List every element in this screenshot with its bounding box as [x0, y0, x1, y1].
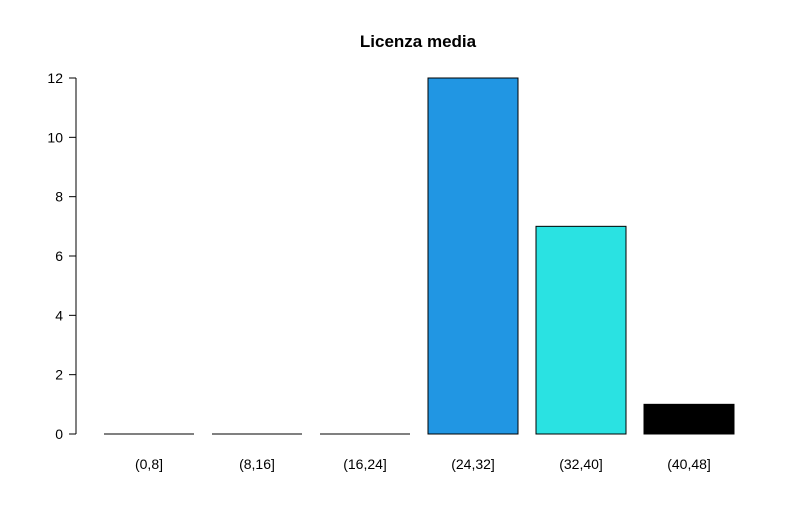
bar-5: [643, 403, 735, 435]
y-tick-label: 10: [47, 129, 63, 145]
x-tick-label: (40,48]: [667, 456, 711, 472]
x-tick-label: (0,8]: [135, 456, 163, 472]
bars-group: [104, 77, 735, 435]
y-axis: 0 2 4 6 8 10 12: [47, 70, 77, 442]
x-tick-label: (32,40]: [559, 456, 603, 472]
chart-title: Licenza media: [360, 32, 477, 51]
x-tick-label: (16,24]: [343, 456, 387, 472]
y-tick-label: 0: [55, 426, 63, 442]
bar-4: [535, 225, 627, 435]
y-tick-label: 4: [55, 307, 63, 323]
x-axis-labels: (0,8] (8,16] (16,24] (24,32] (32,40] (40,48]: [135, 456, 711, 472]
y-tick-label: 6: [55, 248, 63, 264]
y-tick-label: 12: [47, 70, 63, 86]
y-tick-label: 8: [55, 189, 63, 205]
y-tick-label: 2: [55, 367, 63, 383]
x-tick-label: (24,32]: [451, 456, 495, 472]
bar-3: [427, 77, 519, 435]
x-tick-label: (8,16]: [239, 456, 275, 472]
